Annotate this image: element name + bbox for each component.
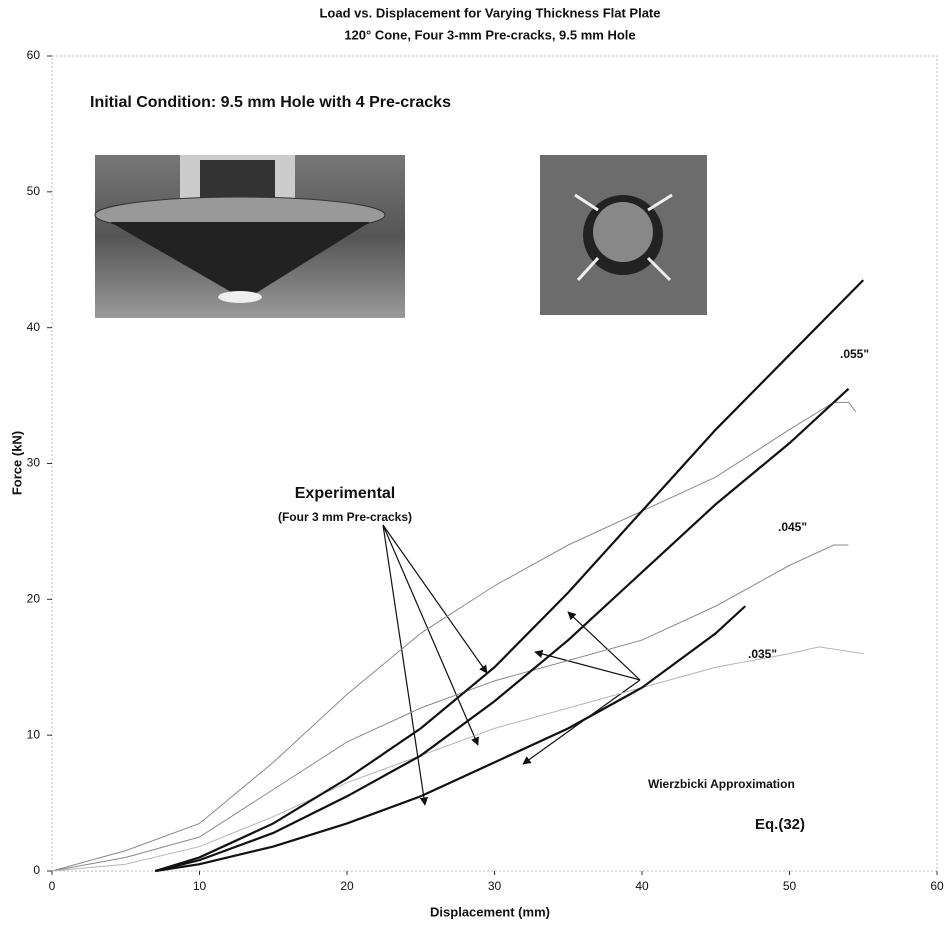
annotation: Experimental bbox=[295, 485, 395, 502]
series-line bbox=[51, 646, 864, 872]
x-axis-label: Displacement (mm) bbox=[430, 904, 550, 919]
annotation: Initial Condition: 9.5 mm Hole with 4 Pr… bbox=[90, 94, 451, 111]
y-axis-label: Force (kN) bbox=[9, 431, 24, 495]
annotation: Eq.(32) bbox=[755, 816, 805, 833]
series-line bbox=[155, 605, 746, 873]
y-tick-label: 30 bbox=[27, 456, 41, 470]
y-tick-label: 40 bbox=[27, 320, 41, 334]
annotation: .055" bbox=[840, 347, 869, 361]
annotation: .035" bbox=[748, 647, 777, 661]
x-tick-label: 10 bbox=[193, 879, 207, 893]
y-tick-label: 50 bbox=[27, 184, 41, 198]
chart-subtitle: 120° Cone, Four 3-mm Pre-cracks, 9.5 mm … bbox=[344, 27, 635, 42]
x-tick-label: 20 bbox=[340, 879, 354, 893]
series-line bbox=[51, 544, 849, 872]
annotation: Wierzbicki Approximation bbox=[648, 777, 795, 791]
y-tick-label: 20 bbox=[27, 592, 41, 606]
series-line bbox=[154, 387, 850, 873]
x-tick-label: 30 bbox=[488, 879, 502, 893]
x-tick-label: 40 bbox=[635, 879, 649, 893]
annotation-arrows bbox=[382, 524, 641, 806]
x-tick-label: 50 bbox=[783, 879, 797, 893]
series-line bbox=[51, 401, 857, 872]
chart-title: Load vs. Displacement for Varying Thickn… bbox=[319, 5, 660, 20]
y-tick-label: 60 bbox=[27, 48, 41, 62]
photo-apparatus bbox=[94, 155, 405, 318]
y-tick-label: 0 bbox=[33, 863, 40, 877]
x-tick-label: 60 bbox=[930, 879, 944, 893]
annotation: .045" bbox=[778, 520, 807, 534]
x-tick-label: 0 bbox=[49, 879, 56, 893]
annotation: (Four 3 mm Pre-cracks) bbox=[278, 510, 412, 524]
y-tick-label: 10 bbox=[27, 727, 41, 741]
series-line bbox=[154, 279, 865, 873]
photo-specimen bbox=[540, 155, 707, 315]
